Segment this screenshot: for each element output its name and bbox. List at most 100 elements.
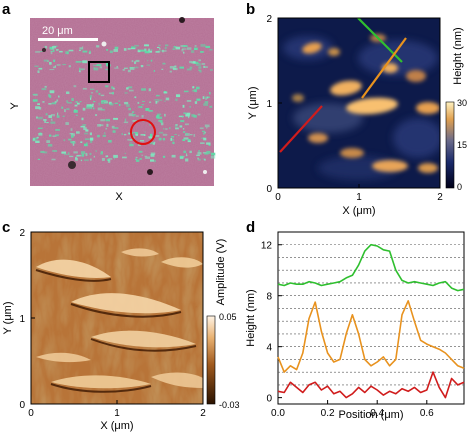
speckle <box>159 47 161 50</box>
speckle <box>54 101 57 103</box>
speckle <box>109 92 114 94</box>
speckle <box>154 99 159 101</box>
speckle <box>154 141 156 144</box>
speckle <box>202 158 205 160</box>
speckle <box>127 48 131 50</box>
speckle <box>56 99 59 102</box>
speckle <box>49 69 55 71</box>
speckle <box>150 49 153 51</box>
particle <box>203 170 207 174</box>
speckle <box>93 64 98 67</box>
speckle <box>70 133 75 137</box>
speckle <box>124 152 126 154</box>
speckle <box>95 150 97 152</box>
speckle <box>101 102 106 104</box>
speckle <box>38 133 43 136</box>
panel-c-cbtick: 0.05 <box>219 312 237 322</box>
speckle <box>150 154 155 157</box>
speckle <box>123 133 127 136</box>
speckle <box>198 150 200 153</box>
red-circle-marker <box>130 119 156 145</box>
speckle <box>185 113 190 117</box>
speckle <box>43 46 45 47</box>
speckle <box>52 66 56 69</box>
speckle <box>124 67 128 69</box>
speckle <box>109 103 114 106</box>
particle <box>101 41 107 47</box>
speckle <box>183 150 187 154</box>
speckle <box>175 124 178 126</box>
speckle <box>191 50 195 53</box>
speckle <box>150 159 154 162</box>
speckle <box>156 101 160 103</box>
speckle <box>35 51 40 53</box>
speckle <box>90 158 92 161</box>
speckle <box>37 70 40 73</box>
panel-d-xlabel: Position (μm) <box>338 409 403 421</box>
speckle <box>72 143 75 146</box>
speckle <box>190 134 193 136</box>
speckle <box>144 44 149 47</box>
speckle <box>204 124 210 128</box>
speckle <box>82 60 88 64</box>
speckle <box>195 63 201 66</box>
speckle <box>147 50 153 53</box>
speckle <box>77 154 82 157</box>
y-tick-label: 4 <box>266 343 272 354</box>
speckle <box>128 133 131 135</box>
speckle <box>193 134 196 137</box>
speckle <box>204 158 206 161</box>
speckle <box>37 158 41 160</box>
speckle <box>144 155 147 157</box>
speckle <box>66 108 70 110</box>
speckle <box>50 114 55 117</box>
speckle <box>161 122 164 126</box>
speckle <box>75 101 78 103</box>
speckle <box>192 61 196 64</box>
panel-b-cblabel: Height (nm) <box>452 27 464 84</box>
speckle <box>201 63 206 65</box>
speckle <box>179 156 184 159</box>
speckle <box>165 97 170 101</box>
speckle <box>100 151 103 154</box>
speckle <box>184 123 189 126</box>
speckle <box>142 100 145 102</box>
speckle <box>75 114 78 116</box>
y-tick-label: 12 <box>261 241 273 252</box>
speckle <box>186 132 188 136</box>
panel-c-label: c <box>2 219 10 236</box>
speckle <box>46 140 51 143</box>
speckle <box>181 48 184 52</box>
speckle <box>209 49 213 51</box>
speckle <box>116 66 118 68</box>
speckle <box>62 63 66 66</box>
panel-b-cbtick: 15 <box>457 140 467 150</box>
speckle <box>185 154 188 157</box>
speckle <box>122 69 125 71</box>
speckle <box>202 132 205 135</box>
speckle <box>194 101 198 104</box>
speckle <box>90 88 95 90</box>
speckle <box>37 103 40 105</box>
speckle <box>175 127 179 130</box>
speckle <box>165 44 169 47</box>
speckle <box>183 112 187 114</box>
speckle <box>106 155 109 157</box>
speckle <box>172 67 177 70</box>
speckle <box>78 70 81 73</box>
speckle <box>183 45 188 48</box>
speckle <box>134 45 139 47</box>
speckle <box>105 118 110 122</box>
speckle <box>165 128 168 130</box>
speckle <box>135 159 140 162</box>
speckle <box>118 100 121 102</box>
speckle <box>194 61 199 64</box>
speckle <box>134 66 139 69</box>
speckle <box>68 65 71 68</box>
speckle <box>200 142 205 144</box>
speckle <box>155 101 158 104</box>
speckle <box>205 45 211 49</box>
speckle <box>80 48 84 50</box>
speckle <box>152 142 155 145</box>
speckle <box>113 127 119 129</box>
